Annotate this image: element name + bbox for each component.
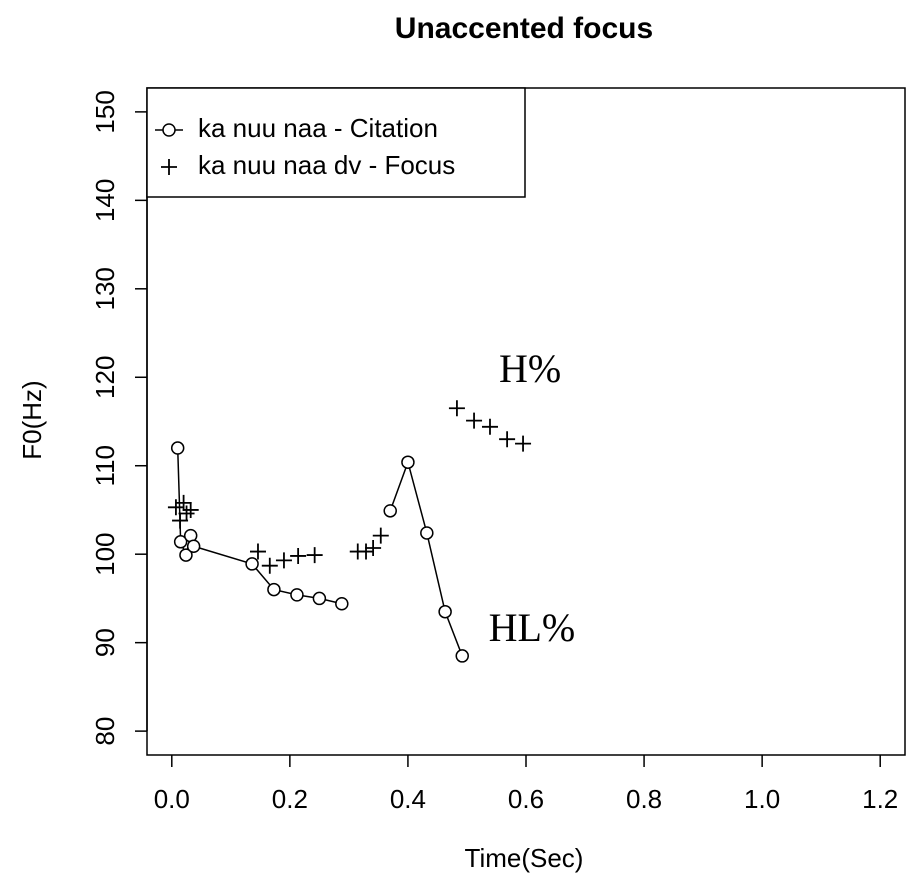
data-point	[186, 539, 201, 553]
legend: ka nuu naa - Citation ka nuu naa dv - Foc…	[146, 87, 526, 198]
data-point	[290, 588, 304, 602]
x-tick-label: 0.0	[154, 784, 190, 814]
y-tick-label: 150	[90, 90, 120, 133]
data-point	[372, 527, 389, 544]
x-axis-label: Time(Sec)	[465, 843, 584, 873]
data-point	[420, 526, 434, 540]
data-point	[179, 548, 193, 562]
annotation: HL%	[489, 605, 576, 650]
data-point	[182, 501, 199, 518]
y-tick-label: 140	[90, 179, 120, 222]
chart-title: Unaccented focus	[395, 12, 653, 45]
y-axis-label: F0(Hz)	[17, 380, 47, 459]
legend-symbol	[161, 159, 177, 175]
data-point	[499, 431, 516, 448]
x-tick-label: 1.0	[744, 784, 780, 814]
data-point	[481, 418, 498, 435]
data-point	[335, 596, 349, 611]
x-tick-label: 0.8	[626, 784, 662, 814]
x-tick-label: 1.2	[862, 784, 898, 814]
y-tick-label: 90	[90, 628, 120, 657]
data-point	[383, 504, 397, 518]
y-tick-label: 100	[90, 532, 120, 575]
data-point	[261, 557, 278, 574]
data-point	[175, 494, 192, 511]
legend-label: ka nuu naa - Citation	[198, 113, 438, 143]
data-point	[245, 557, 259, 571]
data-point	[249, 543, 266, 560]
data-point	[455, 649, 469, 663]
data-point	[170, 441, 185, 455]
data-point	[448, 400, 465, 417]
data-point	[365, 540, 382, 556]
legend-label: ka nuu naa dv - Focus	[198, 150, 455, 180]
y-tick-label: 80	[90, 717, 120, 746]
data-point	[267, 582, 281, 597]
data-point	[466, 412, 483, 429]
y-tick-label: 130	[90, 267, 120, 310]
data-point	[438, 604, 452, 619]
annotation: H%	[499, 346, 561, 391]
data-point	[312, 591, 327, 606]
data-point	[401, 455, 415, 469]
data-point	[172, 512, 189, 529]
x-tick-label: 0.6	[508, 784, 544, 814]
y-tick-label: 110	[90, 445, 120, 486]
data-point	[167, 499, 184, 516]
data-point	[358, 543, 375, 560]
data-point	[178, 505, 195, 522]
data-point	[275, 552, 292, 569]
legend-box	[146, 87, 526, 198]
legend-symbol	[162, 123, 176, 137]
x-tick-label: 0.4	[390, 784, 426, 814]
data-point	[306, 547, 323, 564]
y-tick-label: 120	[90, 356, 120, 399]
data-point	[515, 435, 532, 452]
x-tick-label: 0.2	[272, 784, 308, 814]
series-line	[176, 448, 463, 657]
data-point	[290, 547, 307, 564]
data-point	[173, 535, 188, 549]
